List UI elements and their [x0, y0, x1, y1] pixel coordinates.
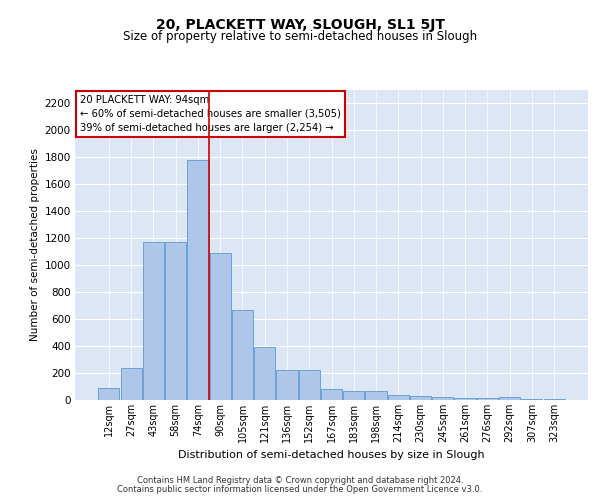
Bar [343, 390, 364, 400]
Bar [143, 242, 164, 400]
Bar [321, 388, 342, 400]
Bar [254, 348, 275, 400]
Bar [521, 398, 542, 400]
Bar [499, 398, 520, 400]
Bar [454, 398, 476, 400]
Bar [432, 398, 454, 400]
Text: Size of property relative to semi-detached houses in Slough: Size of property relative to semi-detach… [123, 30, 477, 43]
Bar [299, 370, 320, 400]
Bar [477, 398, 498, 400]
X-axis label: Distribution of semi-detached houses by size in Slough: Distribution of semi-detached houses by … [178, 450, 485, 460]
Bar [388, 394, 409, 400]
Text: 20, PLACKETT WAY, SLOUGH, SL1 5JT: 20, PLACKETT WAY, SLOUGH, SL1 5JT [155, 18, 445, 32]
Bar [365, 390, 386, 400]
Text: 20 PLACKETT WAY: 94sqm
← 60% of semi-detached houses are smaller (3,505)
39% of : 20 PLACKETT WAY: 94sqm ← 60% of semi-det… [80, 94, 341, 132]
Bar [121, 368, 142, 400]
Bar [187, 160, 209, 400]
Bar [165, 242, 186, 400]
Bar [277, 370, 298, 400]
Text: Contains public sector information licensed under the Open Government Licence v3: Contains public sector information licen… [118, 484, 482, 494]
Text: Contains HM Land Registry data © Crown copyright and database right 2024.: Contains HM Land Registry data © Crown c… [137, 476, 463, 485]
Bar [410, 396, 431, 400]
Bar [98, 388, 119, 400]
Y-axis label: Number of semi-detached properties: Number of semi-detached properties [31, 148, 40, 342]
Bar [209, 253, 231, 400]
Bar [232, 310, 253, 400]
